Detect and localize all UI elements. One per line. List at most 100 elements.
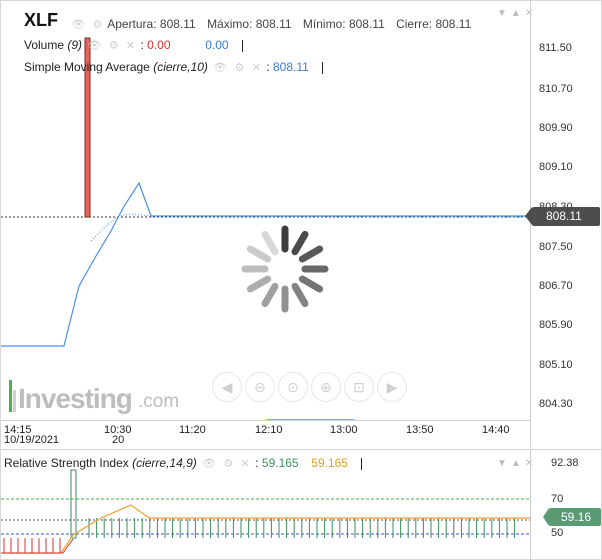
eye-icon[interactable]: 👁 [87,40,102,52]
logo-bar-green [9,380,12,412]
time-axis[interactable]: 14:15 10:30 11:20 12:10 13:00 13:50 14:4… [1,420,530,448]
high-value: 808.11 [255,17,292,31]
rsi-label: Relative Strength Index [4,456,129,470]
x-tick: 14:40 [482,424,510,436]
cursor-marker [322,61,324,74]
x-tick: 10:30 [104,424,132,436]
rsi-bars [3,469,516,553]
close-value: 808.11 [435,17,472,31]
close-pane-icon[interactable]: ✕ [524,458,538,469]
svg-text:.com: .com [138,391,179,412]
investing-logo: Investing .com [9,380,179,414]
close-icon[interactable]: ✕ [125,40,136,52]
rsi-last-badge: 59.16 [543,508,601,526]
price-line [1,181,530,347]
eye-icon[interactable]: 👁 [71,19,86,31]
rsi-pane-controls: ▼▲✕ [497,458,537,469]
eye-icon[interactable]: 👁 [213,62,228,74]
spinner-segment [261,282,279,308]
rsi-bar [70,469,77,539]
open-label: Apertura: [107,17,157,31]
rsi-chart [1,469,530,554]
x-tick: 12:10 [255,424,283,436]
spinner-segment [246,275,272,293]
loading-spinner-icon [241,225,329,313]
x-tick: 13:50 [406,424,434,436]
y-tick: 809.10 [539,161,573,173]
pane-controls: ▼▲✕ [497,8,537,19]
volume-params: (9) [67,38,83,52]
volume-value-blue: 0.00 [205,38,229,52]
low-label: Mínimo: [302,17,346,31]
gear-icon[interactable]: ⚙ [223,458,234,470]
x-tick: 14:15 [4,424,32,436]
gear-icon[interactable]: ⚙ [108,40,119,52]
open-value: 808.11 [159,17,196,31]
rsi-signal-line [1,504,530,554]
rsi-legend: Relative Strength Index (cierre,14,9) 👁 … [4,456,363,470]
last-price-badge: 808.11 [525,207,600,226]
volume-label: Volume [24,38,65,52]
chart-toolbar: ◀ ⊖ ⊙ ⊕ ⊡ ▶ [212,372,407,404]
collapse-icon[interactable]: ▼ [497,458,511,469]
up-icon[interactable]: ▲ [510,458,525,469]
y-tick: 804.30 [539,398,573,410]
sma-params: (cierre,10) [153,60,208,74]
y-tick: 811.50 [539,42,572,54]
rsi-tick: 92.38 [551,457,579,469]
volume-bar [84,37,91,218]
rsi-params: (cierre,14,9) [132,456,197,470]
up-icon[interactable]: ▲ [510,8,525,19]
close-icon[interactable]: ✕ [251,62,261,74]
rsi-red-line [1,538,74,554]
y-tick: 806.70 [539,280,573,292]
zoom-in-icon[interactable]: ⊕ [311,372,341,402]
volume-value-red: 0.00 [147,38,171,52]
x-day: 20 [112,434,125,446]
y-tick: 809.90 [539,122,573,134]
spinner-segment [246,245,272,263]
gear-icon[interactable]: ⚙ [92,19,103,31]
x-tick: 13:00 [330,424,358,436]
cursor-marker [241,39,243,52]
y-tick: 805.90 [539,319,573,331]
rsi-tick: 50 [551,527,564,539]
y-tick: 805.10 [539,359,573,371]
volume-legend: Volume (9) 👁 ⚙ ✕ : 0.00 0.00 [24,38,243,52]
sma-legend: Simple Moving Average (cierre,10) 👁 ⚙ ✕ … [24,60,324,74]
spinner-segment [261,230,279,256]
sma-label: Simple Moving Average [24,60,150,74]
sma-value: 808.11 [273,60,309,74]
y-tick: 810.70 [539,83,573,95]
spinner-segment [298,275,324,293]
y-tick: 807.50 [539,241,573,253]
eye-icon[interactable]: 👁 [202,458,217,470]
close-label: Cierre: [396,17,433,31]
logo-bar-gray [13,390,16,412]
spinner-segment [291,230,309,256]
svg-text:Investing: Investing [18,383,132,414]
reset-icon[interactable]: ⊙ [278,372,308,402]
scroll-left-icon[interactable]: ◀ [212,372,242,402]
high-label: Máximo: [207,17,253,31]
rsi-value-green: 59.165 [261,456,299,470]
rsi-pane[interactable] [1,449,530,559]
x-tick: 11:20 [179,424,206,436]
close-icon[interactable]: ✕ [240,458,250,470]
rsi-axis[interactable]: 92.38 70 50 [530,449,601,559]
close-pane-icon[interactable]: ✕ [524,8,538,19]
collapse-icon[interactable]: ▼ [497,8,511,19]
spinner-segment [291,282,309,308]
scroll-right-icon[interactable]: ▶ [377,372,407,402]
gear-icon[interactable]: ⚙ [234,62,245,74]
rsi-tick: 70 [551,493,564,505]
ohlc-legend: XLF 👁 ⚙ Apertura: 808.11 Máximo: 808.11 … [24,10,479,33]
cursor-marker [361,457,363,470]
x-date: 10/19/2021 [4,434,60,446]
rsi-value-orange: 59.165 [311,456,348,470]
zoom-out-icon[interactable]: ⊖ [245,372,275,402]
ticker-symbol: XLF [24,10,58,30]
spinner-segment [298,245,324,263]
fit-icon[interactable]: ⊡ [344,372,374,402]
low-value: 808.11 [348,17,385,31]
